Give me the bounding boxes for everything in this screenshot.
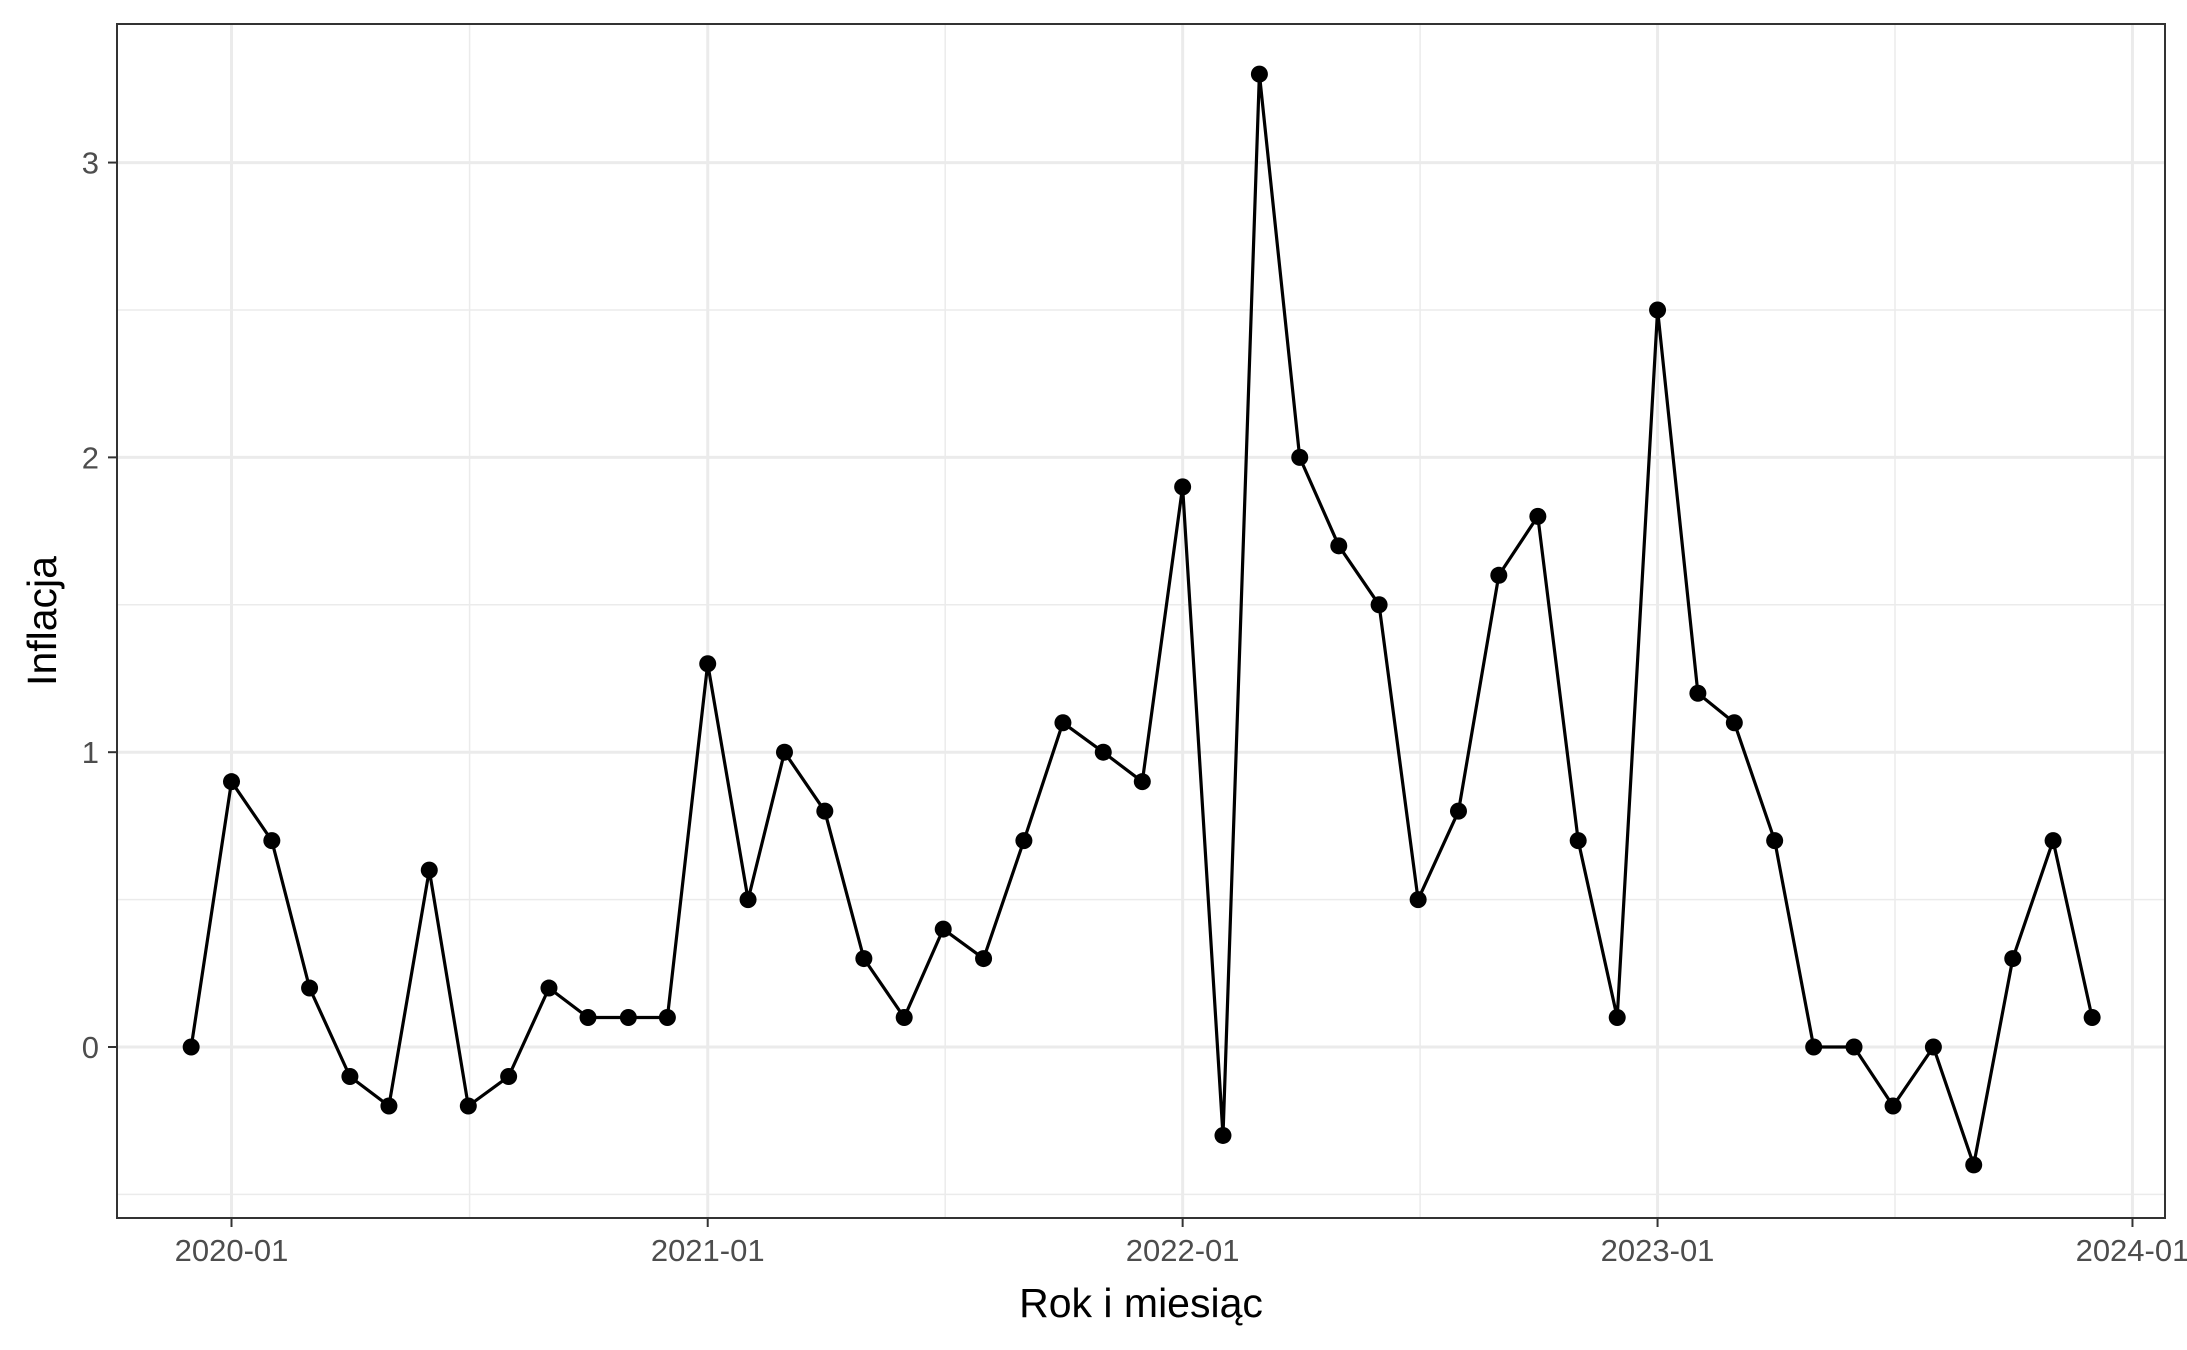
data-point xyxy=(1174,478,1192,496)
grid-minor xyxy=(117,24,2165,1218)
data-point xyxy=(1133,773,1151,791)
data-point xyxy=(816,802,834,820)
data-point xyxy=(1449,802,1467,820)
grid-major xyxy=(117,24,2165,1218)
y-tick-label: 0 xyxy=(82,1030,99,1065)
x-tick-label: 2023-01 xyxy=(1601,1233,1715,1268)
data-point xyxy=(1766,832,1784,850)
data-point xyxy=(2044,832,2062,850)
data-point xyxy=(500,1067,518,1085)
data-point xyxy=(2083,1009,2101,1027)
data-point xyxy=(301,979,319,997)
data-point xyxy=(975,950,993,968)
x-tick-label: 2022-01 xyxy=(1126,1233,1240,1268)
y-tick-label: 3 xyxy=(82,146,99,181)
panel-border xyxy=(116,23,2166,1219)
data-point xyxy=(1689,684,1707,702)
data-point xyxy=(1291,448,1309,466)
data-point xyxy=(1805,1038,1823,1056)
data-point xyxy=(895,1009,913,1027)
data-point xyxy=(1330,537,1348,555)
data-point xyxy=(1725,714,1743,732)
data-point xyxy=(1015,832,1033,850)
data-point xyxy=(182,1038,200,1056)
data-point xyxy=(775,743,793,761)
data-point xyxy=(1965,1156,1983,1174)
data-point xyxy=(1409,891,1427,909)
x-tick-label: 2024-01 xyxy=(2076,1233,2187,1268)
data-point xyxy=(1490,566,1508,584)
data-series xyxy=(182,65,2101,1174)
data-point xyxy=(1649,301,1667,319)
y-tick-label: 1 xyxy=(82,735,99,770)
x-axis-title: Rok i miesiąc xyxy=(1019,1280,1263,1326)
data-point xyxy=(1924,1038,1942,1056)
y-tick-label: 2 xyxy=(82,440,99,475)
data-point xyxy=(1884,1097,1902,1115)
data-point xyxy=(619,1009,637,1027)
data-point xyxy=(1054,714,1072,732)
data-point xyxy=(2004,950,2022,968)
data-point xyxy=(658,1009,676,1027)
data-point xyxy=(699,655,717,673)
data-point xyxy=(420,861,438,879)
y-axis-title: Inflacja xyxy=(19,556,65,686)
data-point xyxy=(855,950,873,968)
data-point xyxy=(263,832,281,850)
x-tick-label: 2020-01 xyxy=(175,1233,289,1268)
data-point xyxy=(459,1097,477,1115)
data-point xyxy=(579,1009,597,1027)
data-point xyxy=(380,1097,398,1115)
y-axis: 0 1 2 3 xyxy=(82,146,117,1065)
data-point xyxy=(540,979,558,997)
data-point xyxy=(1608,1009,1626,1027)
data-point xyxy=(341,1067,359,1085)
data-point xyxy=(1845,1038,1863,1056)
data-point xyxy=(223,773,241,791)
data-point xyxy=(1214,1126,1232,1144)
data-point xyxy=(1529,507,1547,525)
data-point xyxy=(934,920,952,938)
data-point xyxy=(1250,65,1268,83)
x-tick-label: 2021-01 xyxy=(651,1233,765,1268)
x-axis: 2020-01 2021-01 2022-01 2023-01 2024-01 xyxy=(175,1218,2187,1268)
data-point xyxy=(1370,596,1388,614)
data-point xyxy=(1094,743,1112,761)
data-point xyxy=(1569,832,1587,850)
data-point xyxy=(739,891,757,909)
